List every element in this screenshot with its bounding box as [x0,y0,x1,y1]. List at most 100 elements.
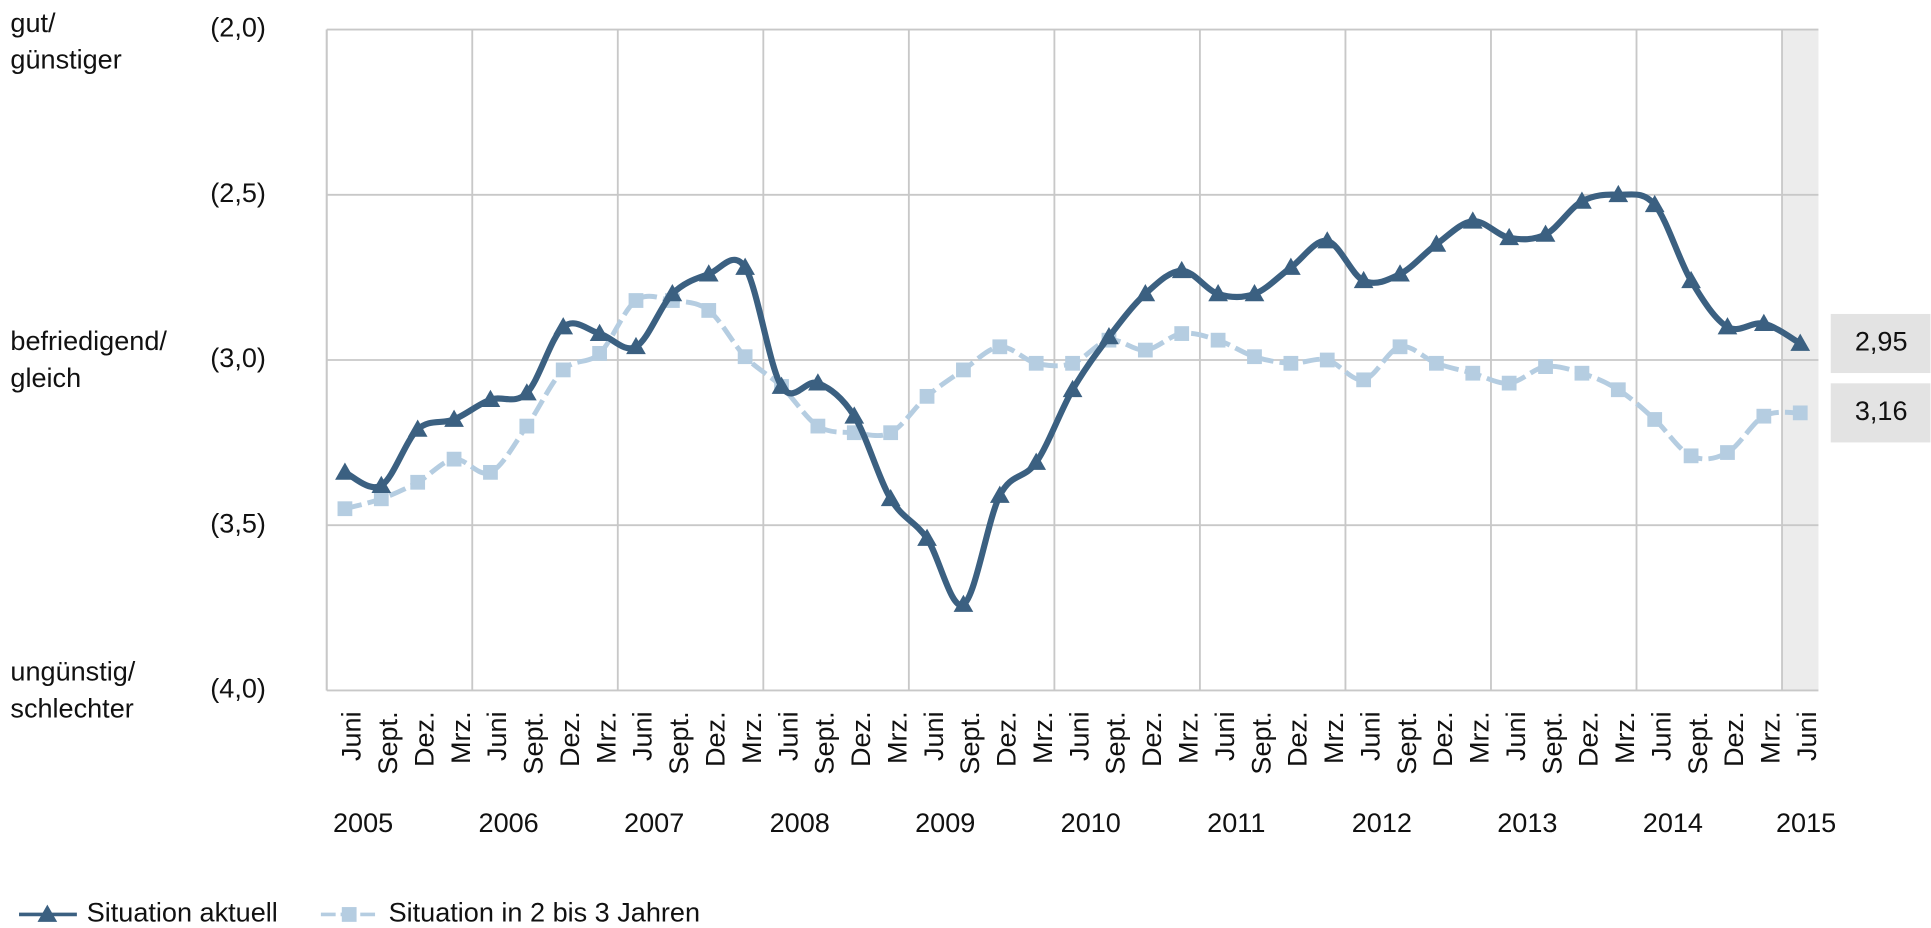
x-tick-label: Juni [336,711,367,761]
marker [1756,408,1772,424]
marker [371,475,392,493]
x-tick-label: Sept. [1682,711,1713,774]
marker [1065,355,1080,371]
x-tick-label: Juni [627,711,658,761]
marker [1644,194,1665,213]
x-tick-label: Sept. [518,711,549,774]
y-tick-label: (2,0) [210,12,266,43]
marker [1462,211,1483,229]
value-label: 2,95 [1855,326,1908,357]
marker [1501,375,1517,391]
marker [1353,270,1374,289]
marker [1244,284,1265,302]
x-tick-label: Dez. [991,711,1022,767]
marker [1319,352,1335,368]
marker [883,425,899,441]
marker [1647,412,1663,427]
marker [592,346,607,361]
year-label: 2006 [479,807,539,838]
value-label-box [1830,383,1931,443]
marker [917,528,937,546]
marker [1356,372,1372,388]
x-tick-label: Mrz. [445,711,476,764]
marker [1426,234,1447,252]
x-tick-label: Sept. [1100,711,1131,774]
marker [1026,452,1047,470]
x-tick-label: Sept. [1536,711,1567,774]
marker [1572,191,1592,209]
x-tick-label: Juni [1209,711,1240,761]
marker [701,303,717,318]
x-tick-label: Juni [1645,711,1676,761]
marker [589,323,610,341]
marker [956,362,971,378]
x-tick-label: Dez. [1427,711,1458,767]
legend-label: Situation aktuell [87,897,278,928]
marker [844,406,865,424]
marker [880,488,901,507]
marker [1681,270,1701,289]
x-tick-label: Dez. [554,711,585,767]
marker [341,907,357,922]
marker [1281,257,1301,275]
x-tick-label: Juni [918,711,949,761]
legend-label: Situation in 2 bis 3 Jahren [389,897,700,928]
x-tick-label: Mrz. [1172,711,1203,764]
marker [626,336,646,355]
scale-label: schlechter [10,692,133,723]
marker [1028,355,1044,371]
year-label: 2013 [1497,807,1557,838]
marker [628,293,644,308]
value-label-box [1830,313,1931,374]
marker [1137,342,1153,358]
marker [1283,355,1299,371]
marker [1429,355,1444,371]
marker [1610,382,1626,398]
marker [444,409,464,427]
scale-label: ungünstig/ [10,655,135,686]
y-tick-label: (2,5) [210,177,266,208]
legend-item: Situation in 2 bis 3 Jahren [320,897,700,928]
marker [407,419,428,437]
marker [37,904,58,922]
marker [919,388,935,404]
legend-item: Situation aktuell [19,897,278,928]
marker [1392,339,1408,355]
year-label: 2012 [1352,807,1412,838]
marker [519,418,535,434]
marker [480,389,501,408]
year-label: 2008 [770,807,830,838]
marker [410,474,426,490]
marker [808,373,828,391]
marker [555,362,571,378]
x-tick-label: Dez. [845,711,876,767]
marker [1171,260,1192,279]
marker [1135,284,1156,302]
y-tick-label: (3,5) [210,507,266,538]
marker [1062,379,1083,398]
x-tick-label: Sept. [1245,711,1276,774]
marker [953,594,974,612]
marker [1174,326,1190,341]
marker [1717,317,1738,335]
x-tick-label: Dez. [408,711,439,767]
marker [1499,227,1520,246]
marker [992,339,1008,355]
marker [1574,365,1590,381]
marker [1608,184,1629,203]
scale-label: befriedigend/ [10,325,167,356]
x-tick-label: Dez. [1573,711,1604,767]
x-tick-label: Sept. [663,711,694,774]
marker [1247,349,1262,365]
marker [1208,284,1228,302]
x-tick-label: Juni [772,711,803,761]
marker [810,418,826,434]
x-tick-label: Dez. [1136,711,1167,767]
x-tick-label: Mrz. [1027,711,1058,764]
value-label: 3,16 [1855,395,1908,426]
marker [1465,365,1481,381]
x-tick-label: Mrz. [1464,711,1495,764]
x-tick-label: Juni [1500,711,1531,761]
scale-label: gleich [10,362,81,393]
x-tick-label: Juni [1354,711,1385,761]
